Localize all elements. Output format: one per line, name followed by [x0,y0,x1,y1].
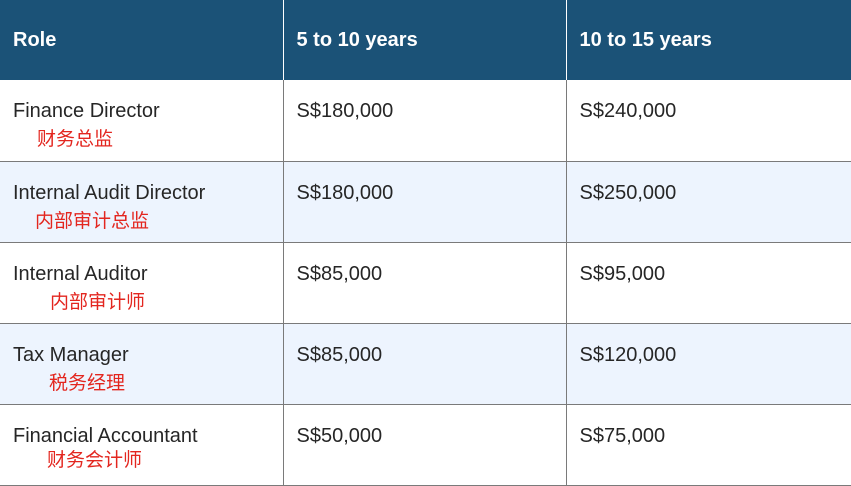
salary-5-10: S$85,000 [296,262,383,285]
salary-10-15-cell: S$240,000 [565,80,851,162]
table-row: Finance Director 财务总监 S$180,000 S$240,00… [0,80,851,162]
salary-10-15: S$120,000 [579,343,677,366]
role-cell: Internal Audit Director 内部审计总监 [0,161,284,243]
salary-5-10-cell: S$180,000 [282,161,567,243]
header-10-to-15-years: 10 to 15 years [566,0,851,80]
role-name-chinese: 财务会计师 [47,448,143,471]
role-name: Internal Auditor [13,262,148,285]
role-name: Internal Audit Director [13,181,206,204]
role-name-chinese: 内部审计总监 [35,209,150,232]
header-5-to-10-years: 5 to 10 years [283,0,567,80]
salary-10-15-cell: S$120,000 [565,323,851,405]
salary-5-10: S$180,000 [296,181,394,204]
salary-10-15: S$75,000 [579,424,666,447]
table-row: Financial Accountant 财务会计师 S$50,000 S$75… [0,404,851,486]
role-name-chinese: 税务经理 [49,371,126,394]
role-cell: Internal Auditor 内部审计师 [0,242,284,324]
salary-5-10-cell: S$180,000 [282,80,567,162]
salary-5-10: S$85,000 [296,343,383,366]
salary-10-15-cell: S$95,000 [565,242,851,324]
salary-10-15-cell: S$75,000 [565,404,851,486]
role-cell: Finance Director 财务总监 [0,80,284,162]
table-row: Internal Auditor 内部审计师 S$85,000 S$95,000 [0,242,851,324]
salary-10-15-cell: S$250,000 [565,161,851,243]
salary-10-15: S$95,000 [579,262,666,285]
role-name: Finance Director [13,100,160,122]
salary-10-15: S$250,000 [579,181,677,204]
role-name-chinese: 财务总监 [37,128,114,150]
header-row: Role 5 to 10 years 10 to 15 years [0,0,851,80]
header-role: Role [0,0,284,80]
role-cell: Financial Accountant 财务会计师 [0,404,284,486]
role-name: Tax Manager [13,343,129,366]
salary-5-10-cell: S$85,000 [282,323,567,405]
salary-5-10: S$50,000 [296,424,383,447]
salary-10-15: S$240,000 [579,100,677,122]
salary-5-10-cell: S$50,000 [282,404,567,486]
salary-5-10: S$180,000 [296,100,394,122]
role-name-chinese: 内部审计师 [50,290,146,313]
table-row: Internal Audit Director 内部审计总监 S$180,000… [0,161,851,243]
salary-5-10-cell: S$85,000 [282,242,567,324]
role-name: Financial Accountant [13,424,198,447]
role-cell: Tax Manager 税务经理 [0,323,284,405]
table-row: Tax Manager 税务经理 S$85,000 S$120,000 [0,323,851,405]
